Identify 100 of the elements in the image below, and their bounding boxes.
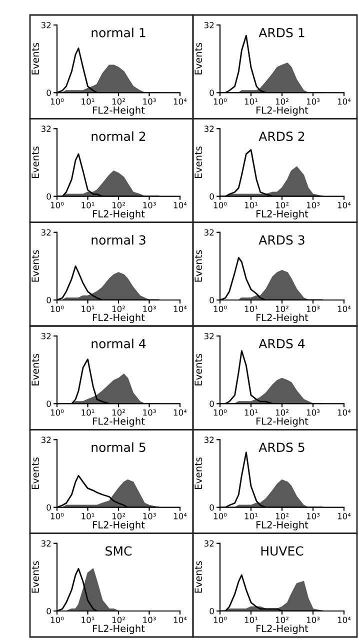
x-tick-label: 10⁰	[214, 98, 227, 105]
y-tick-label: 32	[204, 332, 214, 340]
y-tick-label: 32	[41, 436, 51, 443]
x-tick-label: 10⁴	[174, 513, 187, 520]
x-tick-label: 10⁰	[50, 616, 64, 624]
x-tick-label: 10²	[276, 409, 288, 416]
x-tick-label: 10⁰	[214, 202, 227, 208]
x-tick-label: 10³	[306, 513, 320, 520]
x-tick-label: 10³	[143, 616, 156, 624]
y-tick-label: 32	[41, 540, 51, 547]
x-tick-label: 10¹	[82, 202, 94, 208]
x-tick-label: 10²	[112, 513, 125, 520]
x-axis-title: FL2-Height	[256, 417, 308, 427]
y-axis-title: Events	[32, 458, 39, 490]
y-axis-title: Events	[194, 250, 202, 282]
x-tick-label: 10⁴	[338, 409, 351, 416]
x-tick-label: 10²	[276, 616, 288, 624]
x-tick-label: 10²	[276, 306, 288, 312]
x-tick-label: 10²	[276, 98, 288, 105]
x-tick-label: 10¹	[244, 616, 258, 624]
x-axis-title: FL2-Height	[93, 210, 145, 220]
x-axis-title: FL2-Height	[93, 624, 145, 634]
y-tick-label: 0	[210, 193, 214, 200]
x-tick-label: 10³	[143, 409, 156, 416]
y-tick-label: 32	[204, 436, 214, 443]
x-axis-title: FL2-Height	[93, 417, 145, 427]
y-tick-label: 32	[204, 126, 214, 132]
y-tick-label: 0	[46, 296, 51, 304]
x-tick-label: 10²	[276, 513, 288, 520]
y-tick-label: 0	[46, 193, 51, 200]
x-tick-label: 10⁰	[214, 616, 227, 624]
x-tick-label: 10⁰	[214, 306, 227, 312]
x-tick-label: 10⁰	[50, 202, 64, 208]
x-tick-label: 10¹	[244, 98, 258, 105]
x-tick-label: 10¹	[82, 616, 94, 624]
x-tick-label: 10¹	[244, 513, 258, 520]
x-axis-title: FL2-Height	[93, 520, 145, 530]
y-axis-title: Events	[194, 42, 202, 74]
y-tick-label: 0	[46, 504, 51, 511]
x-tick-label: 10²	[112, 306, 125, 312]
chart-title: ARDS 1	[258, 28, 304, 38]
y-tick-label: 0	[210, 400, 214, 407]
y-axis-title: Events	[32, 146, 39, 178]
chart-title: normal 3	[92, 235, 146, 245]
x-tick-label: 10⁰	[214, 513, 227, 520]
y-tick-label: 0	[46, 608, 51, 614]
x-tick-label: 10⁰	[50, 409, 64, 416]
x-tick-label: 10¹	[244, 306, 258, 312]
x-tick-label: 10²	[112, 98, 125, 105]
x-tick-label: 10⁴	[338, 306, 351, 312]
y-tick-label: 0	[210, 90, 214, 96]
y-tick-label: 32	[204, 229, 214, 236]
x-tick-label: 10³	[143, 306, 156, 312]
x-axis-title: FL2-Height	[256, 314, 308, 324]
x-tick-label: 10³	[306, 98, 320, 105]
x-axis-title: FL2-Height	[256, 106, 308, 116]
x-tick-label: 10¹	[82, 306, 94, 312]
x-tick-label: 10³	[306, 306, 320, 312]
chart-title: ARDS 3	[258, 235, 304, 245]
x-tick-label: 10⁴	[174, 306, 187, 312]
x-tick-label: 10⁴	[174, 409, 187, 416]
x-axis-title: FL2-Height	[256, 520, 308, 530]
y-tick-label: 32	[41, 22, 51, 28]
x-tick-label: 10³	[306, 409, 320, 416]
y-axis-title: Events	[194, 146, 202, 178]
x-tick-label: 10⁴	[338, 513, 351, 520]
y-tick-label: 32	[41, 229, 51, 236]
x-tick-label: 10⁰	[50, 513, 64, 520]
x-tick-label: 10¹	[244, 409, 258, 416]
chart-title: ARDS 5	[258, 442, 304, 452]
y-axis-title: Events	[32, 250, 39, 282]
x-tick-label: 10¹	[244, 202, 258, 208]
y-tick-label: 0	[210, 504, 214, 511]
x-tick-label: 10⁴	[174, 616, 187, 624]
y-tick-label: 32	[204, 22, 214, 28]
y-tick-label: 0	[210, 608, 214, 614]
chart-title: ARDS 4	[258, 338, 305, 348]
x-tick-label: 10⁴	[338, 98, 351, 105]
x-tick-label: 10⁰	[50, 98, 64, 105]
x-tick-label: 10²	[112, 202, 125, 208]
x-tick-label: 10²	[112, 409, 125, 416]
x-axis-title: FL2-Height	[93, 314, 145, 324]
x-tick-label: 10³	[306, 616, 320, 624]
chart-title: HUVEC	[261, 546, 304, 556]
y-tick-label: 32	[41, 126, 51, 132]
y-axis-title: Events	[194, 561, 202, 593]
y-tick-label: 0	[46, 90, 51, 96]
y-tick-label: 32	[41, 332, 51, 340]
x-tick-label: 10³	[306, 202, 320, 208]
y-tick-label: 32	[204, 540, 214, 547]
x-tick-label: 10⁰	[214, 409, 227, 416]
y-axis-title: Events	[194, 354, 202, 386]
y-axis-title: Events	[194, 458, 202, 490]
chart-title: normal 2	[92, 131, 146, 142]
x-tick-label: 10⁴	[338, 616, 351, 624]
x-tick-label: 10²	[112, 616, 125, 624]
y-tick-label: 0	[46, 400, 51, 407]
x-axis-title: FL2-Height	[256, 624, 308, 634]
x-axis-title: FL2-Height	[93, 106, 145, 116]
chart-title: normal 4	[92, 338, 146, 348]
